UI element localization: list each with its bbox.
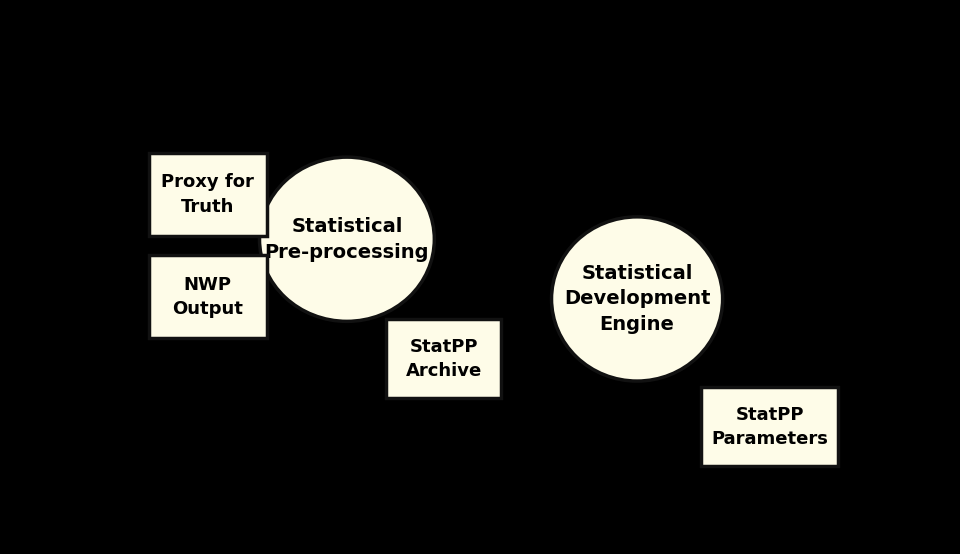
FancyBboxPatch shape bbox=[386, 319, 501, 398]
Text: Statistical
Development
Engine: Statistical Development Engine bbox=[564, 264, 710, 334]
FancyBboxPatch shape bbox=[701, 387, 838, 466]
Text: NWP
Output: NWP Output bbox=[173, 276, 243, 318]
FancyBboxPatch shape bbox=[149, 255, 267, 338]
Text: StatPP
Archive: StatPP Archive bbox=[405, 337, 482, 380]
FancyBboxPatch shape bbox=[149, 153, 267, 236]
Ellipse shape bbox=[259, 157, 434, 321]
Text: StatPP
Parameters: StatPP Parameters bbox=[711, 406, 828, 448]
Ellipse shape bbox=[551, 217, 723, 381]
Text: Statistical
Pre-processing: Statistical Pre-processing bbox=[265, 217, 429, 261]
Text: Proxy for
Truth: Proxy for Truth bbox=[161, 173, 254, 216]
